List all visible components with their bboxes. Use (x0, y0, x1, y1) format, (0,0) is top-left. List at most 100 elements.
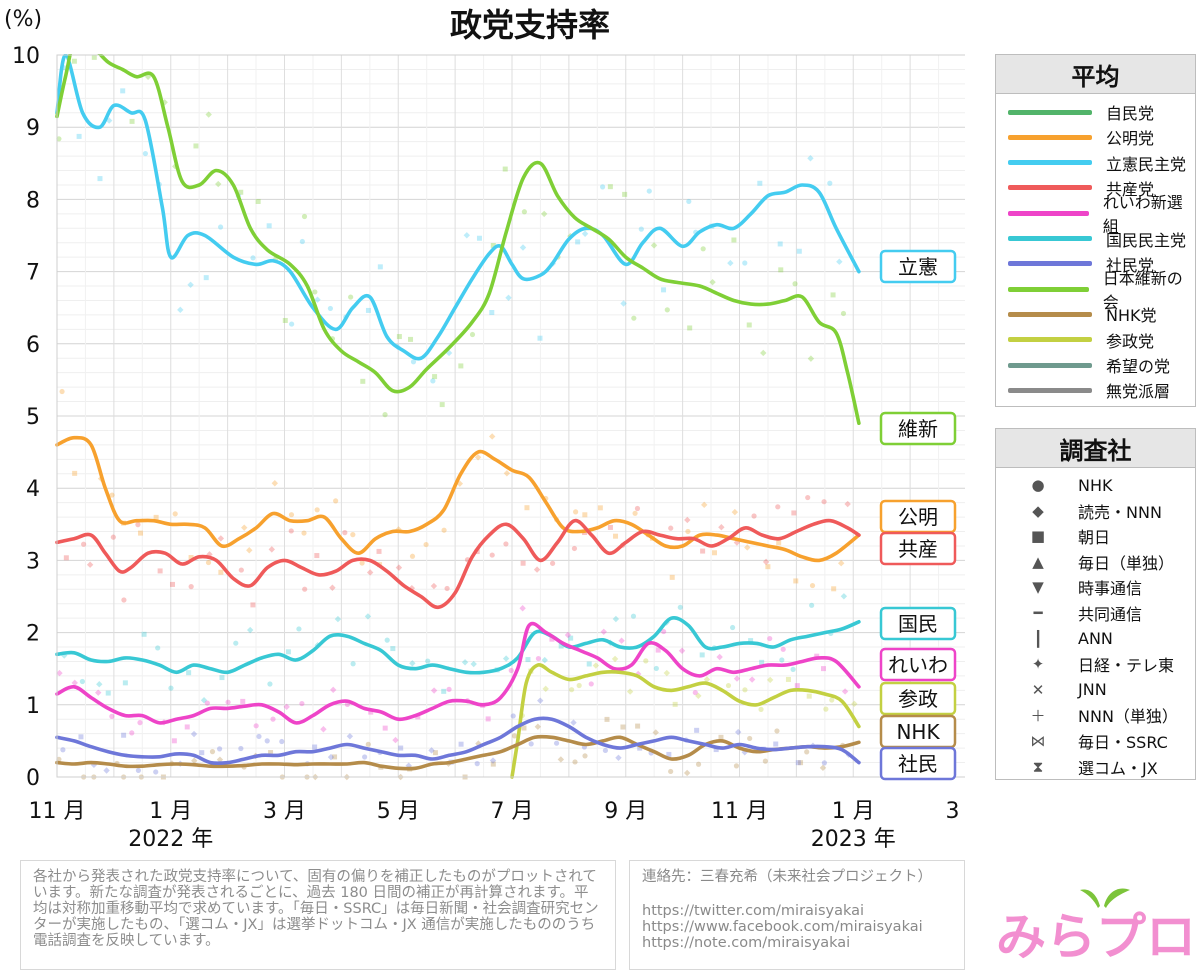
poll-point (157, 568, 163, 574)
poll-point (282, 317, 288, 323)
poll-point (246, 626, 254, 634)
mirapro-logo-text: みらプロ (996, 908, 1196, 966)
poll-point (241, 524, 248, 531)
poll-point (109, 492, 115, 498)
poll-point (576, 682, 582, 689)
poll-point (250, 602, 256, 608)
poll-point (814, 653, 820, 659)
poll-point (767, 635, 773, 642)
poll-point (685, 528, 691, 535)
x-tick-label: 11 月 (711, 799, 768, 824)
poll-point (205, 111, 212, 118)
poll-point (81, 541, 87, 547)
poll-point (744, 544, 751, 551)
poll-point (253, 723, 259, 729)
legend-label: 公明党 (1106, 129, 1155, 149)
poll-point (138, 530, 144, 536)
poll-point (187, 281, 194, 288)
poll-point (177, 306, 184, 314)
poll-point (444, 585, 450, 592)
poll-point (841, 688, 849, 695)
poll-point (760, 349, 767, 357)
poll-point (396, 334, 402, 340)
legend-average-item: NHK党 (996, 301, 1195, 327)
poll-point (735, 728, 742, 736)
end-label-box-社民 (879, 746, 957, 781)
end-label-共産: 共産 (898, 537, 938, 561)
poll-point (829, 697, 835, 703)
poll-point (775, 504, 781, 510)
legend-average-item: 希望の党 (996, 352, 1195, 378)
series-line-れいわ (55, 621, 861, 725)
legend-label: 自民党 (1106, 104, 1155, 123)
poll-point (129, 118, 135, 124)
contact-link-facebook[interactable]: https://www.facebook.com/miraisyakai (642, 919, 923, 935)
poll-point (607, 524, 613, 530)
poll-point (314, 296, 321, 303)
poll-point (520, 560, 526, 566)
end-label-社民: 社民 (898, 752, 938, 776)
poll-point (474, 761, 480, 767)
end-label-box-れいわ (879, 647, 957, 682)
legend-marker-icon: ━ (1033, 604, 1043, 622)
poll-point (725, 682, 732, 689)
poll-point (794, 683, 800, 689)
poll-point (607, 184, 613, 190)
poll-point (569, 687, 575, 693)
contact-link-note[interactable]: https://note.com/miraisyakai (642, 935, 851, 951)
poll-point (694, 727, 700, 733)
poll-point (586, 661, 592, 667)
poll-point (661, 628, 667, 635)
x-tick-label: 5 月 (377, 799, 420, 824)
poll-point (56, 669, 63, 677)
poll-point (695, 692, 702, 700)
poll-point (200, 697, 208, 704)
poll-point (778, 267, 784, 273)
poll-point (488, 433, 496, 440)
poll-point (638, 226, 644, 232)
poll-point (91, 54, 97, 60)
poll-point (238, 567, 244, 573)
legend-average-item: 参政党 (996, 327, 1195, 353)
poll-point (785, 676, 791, 682)
poll-point (844, 500, 851, 508)
poll-point (631, 315, 637, 321)
series-line-立憲 (55, 53, 861, 361)
poll-point (264, 738, 270, 744)
poll-point (773, 741, 779, 747)
legend-marker-icon: ● (1031, 476, 1045, 494)
poll-point (748, 638, 754, 644)
contact-box: 連絡先：三春充希（未来社会プロジェクト） https://twitter.com… (629, 860, 965, 970)
poll-point (597, 505, 603, 511)
poll-point (86, 561, 94, 568)
poll-point (650, 242, 658, 249)
x-tick-label: 3 月 (263, 799, 306, 824)
poll-point (653, 665, 659, 672)
legend-label: 共同通信 (1078, 605, 1143, 624)
poll-point (193, 143, 199, 149)
poll-point (791, 510, 797, 516)
poll-point (582, 512, 588, 518)
legend-pollster-item: ■ 朝日 (996, 523, 1195, 549)
poll-point (823, 706, 829, 712)
poll-point (376, 548, 382, 554)
poll-point (652, 729, 659, 736)
poll-point (542, 685, 549, 693)
contact-link-twitter[interactable]: https://twitter.com/miraisyakai (642, 903, 865, 919)
poll-point (365, 307, 371, 313)
poll-point (458, 363, 464, 369)
poll-point (430, 582, 438, 590)
legend-swatch (1008, 261, 1092, 267)
poll-point (141, 631, 147, 637)
poll-point (334, 615, 342, 623)
poll-point (751, 513, 757, 519)
poll-point (250, 255, 256, 261)
poll-point (470, 660, 477, 668)
legend-label: 日経・テレ東 (1078, 656, 1175, 676)
legend-swatch (1008, 134, 1092, 140)
mirapro-logo: みらプロ (995, 888, 1197, 968)
poll-point (668, 768, 674, 775)
poll-point (611, 655, 619, 663)
poll-point (703, 676, 711, 683)
